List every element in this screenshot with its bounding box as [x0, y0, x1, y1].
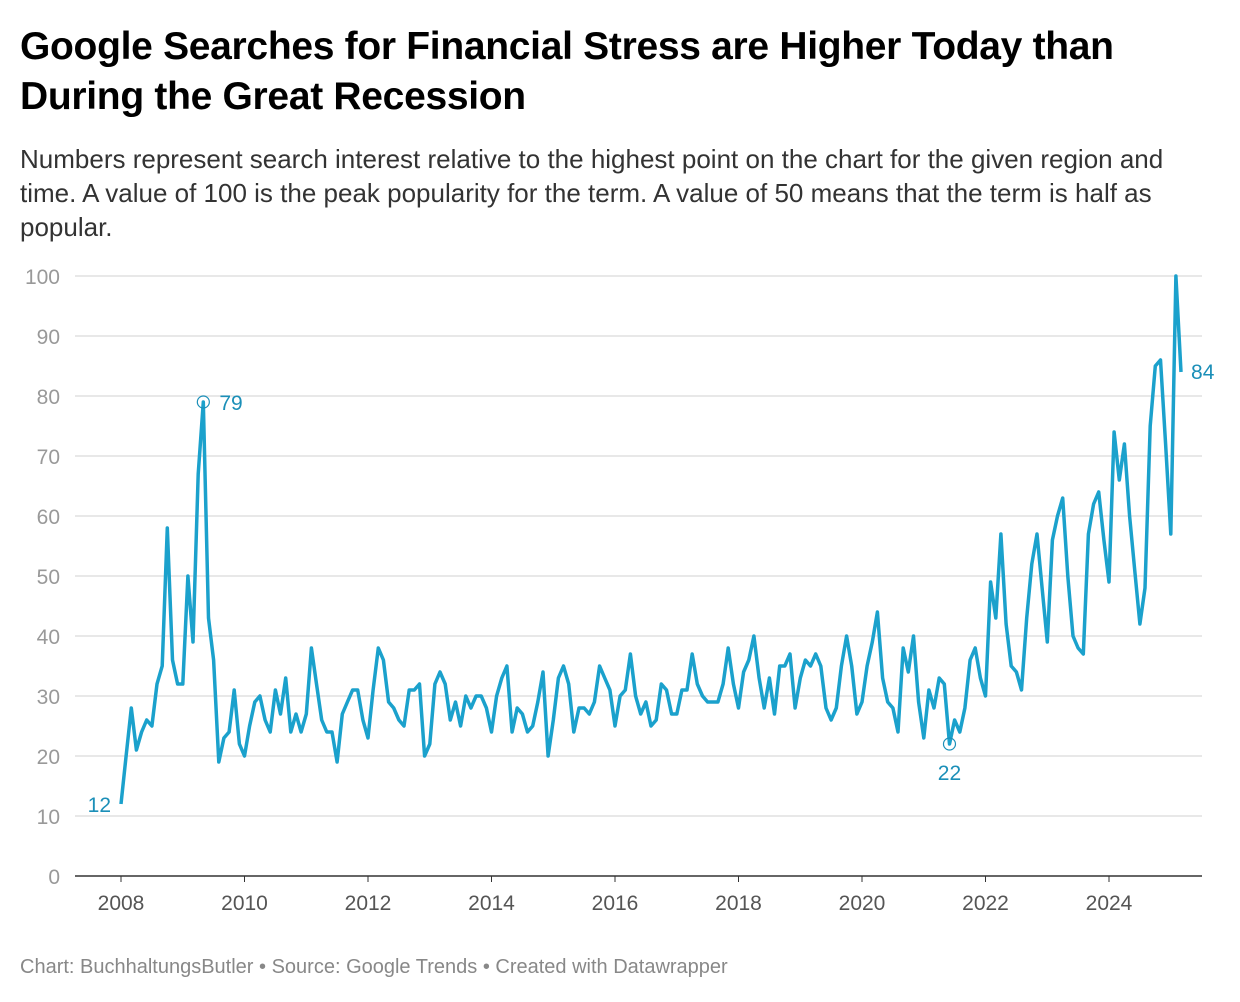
x-tick-label: 2008	[98, 892, 145, 915]
data-line	[119, 274, 1183, 805]
y-tick-label: 30	[37, 686, 60, 709]
x-tick-label: 2010	[221, 892, 268, 915]
x-tick-label: 2020	[839, 892, 886, 915]
chart-title: Google Searches for Financial Stress are…	[20, 25, 1114, 118]
x-tick-label: 2016	[592, 892, 639, 915]
y-tick-label: 80	[37, 386, 60, 409]
y-tick-label: 70	[37, 446, 60, 469]
annotation-marker	[942, 737, 957, 751]
y-tick-label: 0	[48, 866, 60, 889]
annotation-label: 79	[219, 392, 242, 415]
y-tick-label: 40	[37, 626, 60, 649]
y-tick-label: 100	[25, 266, 60, 289]
x-tick-label: 2018	[715, 892, 762, 915]
y-tick-label: 60	[37, 506, 60, 529]
x-tick-label: 2014	[468, 892, 515, 915]
x-tick-label: 2012	[345, 892, 392, 915]
annotation-marker	[196, 395, 210, 409]
y-tick-label: 90	[37, 326, 60, 349]
annotation-label: 22	[938, 762, 961, 785]
chart-subtitle: Numbers represent search interest relati…	[20, 144, 1164, 242]
chart-footer: Chart: BuchhaltungsButler • Source: Goog…	[20, 956, 728, 978]
x-tick-label: 2024	[1086, 892, 1133, 915]
y-tick-label: 50	[37, 566, 60, 589]
annotation-label: 12	[88, 794, 111, 817]
annotation-label: 84	[1191, 361, 1215, 384]
x-tick-label: 2022	[962, 892, 1009, 915]
y-tick-label: 10	[37, 806, 60, 829]
y-tick-label: 20	[37, 746, 60, 769]
